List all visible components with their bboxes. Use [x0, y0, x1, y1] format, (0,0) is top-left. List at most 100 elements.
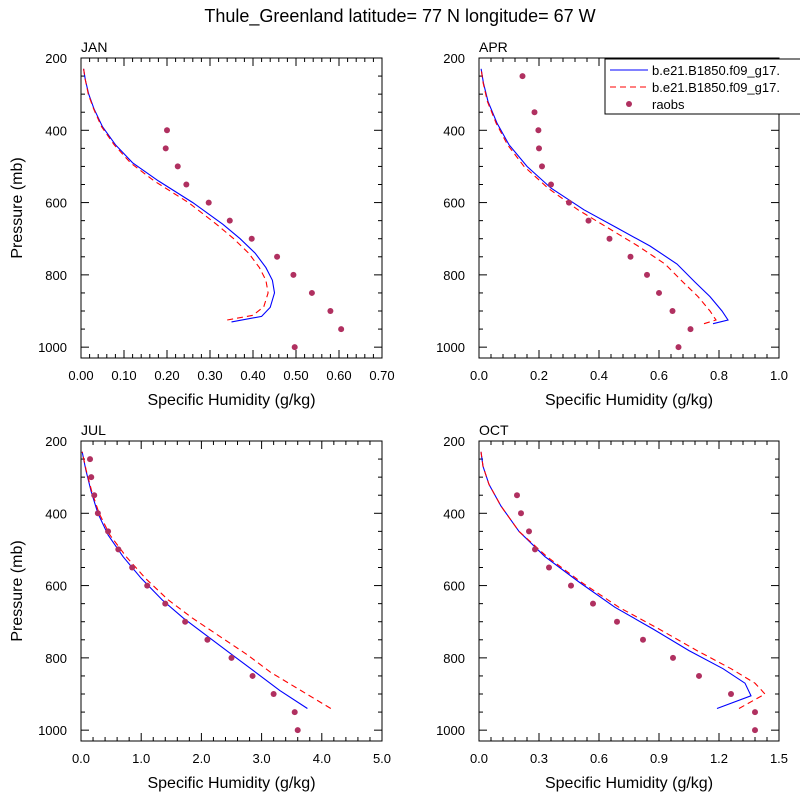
raobs-point — [539, 163, 545, 170]
raobs-point — [144, 582, 151, 589]
x-tick-label: 0.6 — [650, 368, 668, 383]
x-tick-label: 0.70 — [369, 368, 394, 383]
x-tick-label: 0.60 — [326, 368, 351, 383]
raobs-point — [115, 546, 122, 553]
x-tick-label: 0.9 — [650, 751, 668, 766]
raobs-point — [274, 253, 281, 260]
raobs-point — [752, 709, 758, 716]
raobs-point — [535, 127, 542, 134]
raobs-point — [536, 145, 542, 152]
raobs-point — [327, 308, 334, 315]
raobs-point — [532, 546, 538, 553]
raobs-point — [162, 145, 169, 152]
raobs-point — [248, 235, 255, 242]
x-tick-label: 0.2 — [530, 368, 548, 383]
y-axis-label: Pressure (mb) — [9, 540, 26, 641]
y-axis-label: Pressure (mb) — [9, 157, 26, 258]
figure-title: Thule_Greenland latitude= 77 N longitude… — [204, 6, 595, 27]
raobs-point — [290, 271, 297, 278]
raobs-point — [94, 510, 101, 517]
raobs-point — [669, 308, 676, 315]
x-axis-label: Specific Humidity (g/kg) — [147, 775, 315, 792]
raobs-point — [105, 528, 112, 535]
y-tick-label: 1000 — [38, 340, 67, 355]
raobs-point — [519, 73, 526, 80]
panel-label: JUL — [81, 422, 106, 438]
x-tick-label: 0.20 — [154, 368, 179, 383]
raobs-point — [526, 528, 532, 535]
x-tick-label: 0.4 — [590, 368, 608, 383]
x-tick-label: 3.0 — [253, 751, 271, 766]
x-tick-label: 4.0 — [313, 751, 331, 766]
x-tick-label: 5.0 — [373, 751, 391, 766]
raobs-point — [204, 636, 211, 643]
y-tick-label: 200 — [45, 434, 67, 449]
plot-frame — [80, 57, 383, 359]
x-tick-label: 0.30 — [197, 368, 222, 383]
raobs-point — [291, 709, 298, 716]
raobs-point — [614, 618, 620, 625]
y-tick-label: 600 — [443, 196, 465, 211]
raobs-point — [249, 672, 256, 679]
raobs-point — [606, 235, 613, 242]
y-tick-label: 200 — [443, 434, 465, 449]
panel-apr: 0.0 0.2 0.4 0.6 0.8 1.0 200 400 600 800 1000 APR Spe… — [436, 39, 788, 409]
y-tick-label: 200 — [45, 51, 67, 66]
raobs-point — [164, 127, 170, 134]
raobs-point — [514, 492, 520, 499]
raobs-point — [291, 344, 298, 351]
x-tick-label: 1.0 — [770, 368, 788, 383]
model-solid-line — [83, 68, 276, 323]
raobs-point — [174, 163, 181, 170]
raobs-point — [531, 109, 538, 116]
raobs-point — [640, 636, 646, 643]
raobs-point — [644, 271, 650, 278]
raobs-point — [518, 510, 524, 517]
model-dashed-line — [480, 68, 717, 325]
raobs-point — [752, 727, 758, 734]
y-tick-label: 400 — [45, 506, 67, 521]
raobs-point — [228, 654, 235, 661]
raobs-point — [162, 600, 169, 607]
y-tick-label: 400 — [45, 123, 67, 138]
panel-label: APR — [479, 39, 508, 55]
panel-oct: 0.0 0.3 0.6 0.9 1.2 1.5 200 400 600 800 1000 OCT Spe… — [436, 422, 788, 792]
raobs-point — [226, 217, 233, 224]
y-tick-label: 1000 — [436, 340, 465, 355]
y-tick-label: 800 — [45, 268, 67, 283]
panel-jul: 0.0 1.0 2.0 3.0 4.0 5.0 200 400 600 800 1000 JUL Spe… — [9, 422, 391, 792]
raobs-point — [627, 253, 634, 260]
raobs-point — [88, 474, 95, 481]
y-tick-label: 1000 — [436, 723, 465, 738]
y-tick-label: 400 — [443, 506, 465, 521]
raobs-point — [87, 456, 94, 463]
y-tick-label: 600 — [443, 579, 465, 594]
x-tick-label: 0.0 — [72, 751, 90, 766]
raobs-point — [270, 691, 277, 698]
raobs-point — [566, 199, 572, 206]
legend-box — [604, 58, 800, 115]
y-tick-label: 800 — [443, 268, 465, 283]
model-dashed-line — [83, 68, 269, 321]
y-tick-label: 800 — [443, 651, 465, 666]
raobs-point — [338, 326, 345, 333]
x-axis-label: Specific Humidity (g/kg) — [147, 392, 315, 409]
legend: b.e21.B1850.f09_g17. b.e21.B1850.f09_g17.… — [604, 58, 800, 115]
x-tick-label: 0.10 — [111, 368, 136, 383]
raobs-point — [546, 564, 552, 571]
y-tick-label: 800 — [45, 651, 67, 666]
x-axis-label: Specific Humidity (g/kg) — [545, 775, 713, 792]
y-tick-label: 400 — [443, 123, 465, 138]
x-tick-label: 1.5 — [770, 751, 788, 766]
legend-label: raobs — [652, 97, 685, 112]
y-tick-label: 200 — [443, 51, 465, 66]
model-solid-line — [480, 68, 729, 325]
raobs-point — [670, 654, 676, 661]
raobs-point — [585, 217, 592, 224]
x-tick-label: 0.50 — [283, 368, 308, 383]
x-tick-label: 0.00 — [68, 368, 93, 383]
raobs-point — [590, 600, 596, 607]
raobs-point — [548, 181, 554, 188]
raobs-point — [675, 344, 682, 351]
